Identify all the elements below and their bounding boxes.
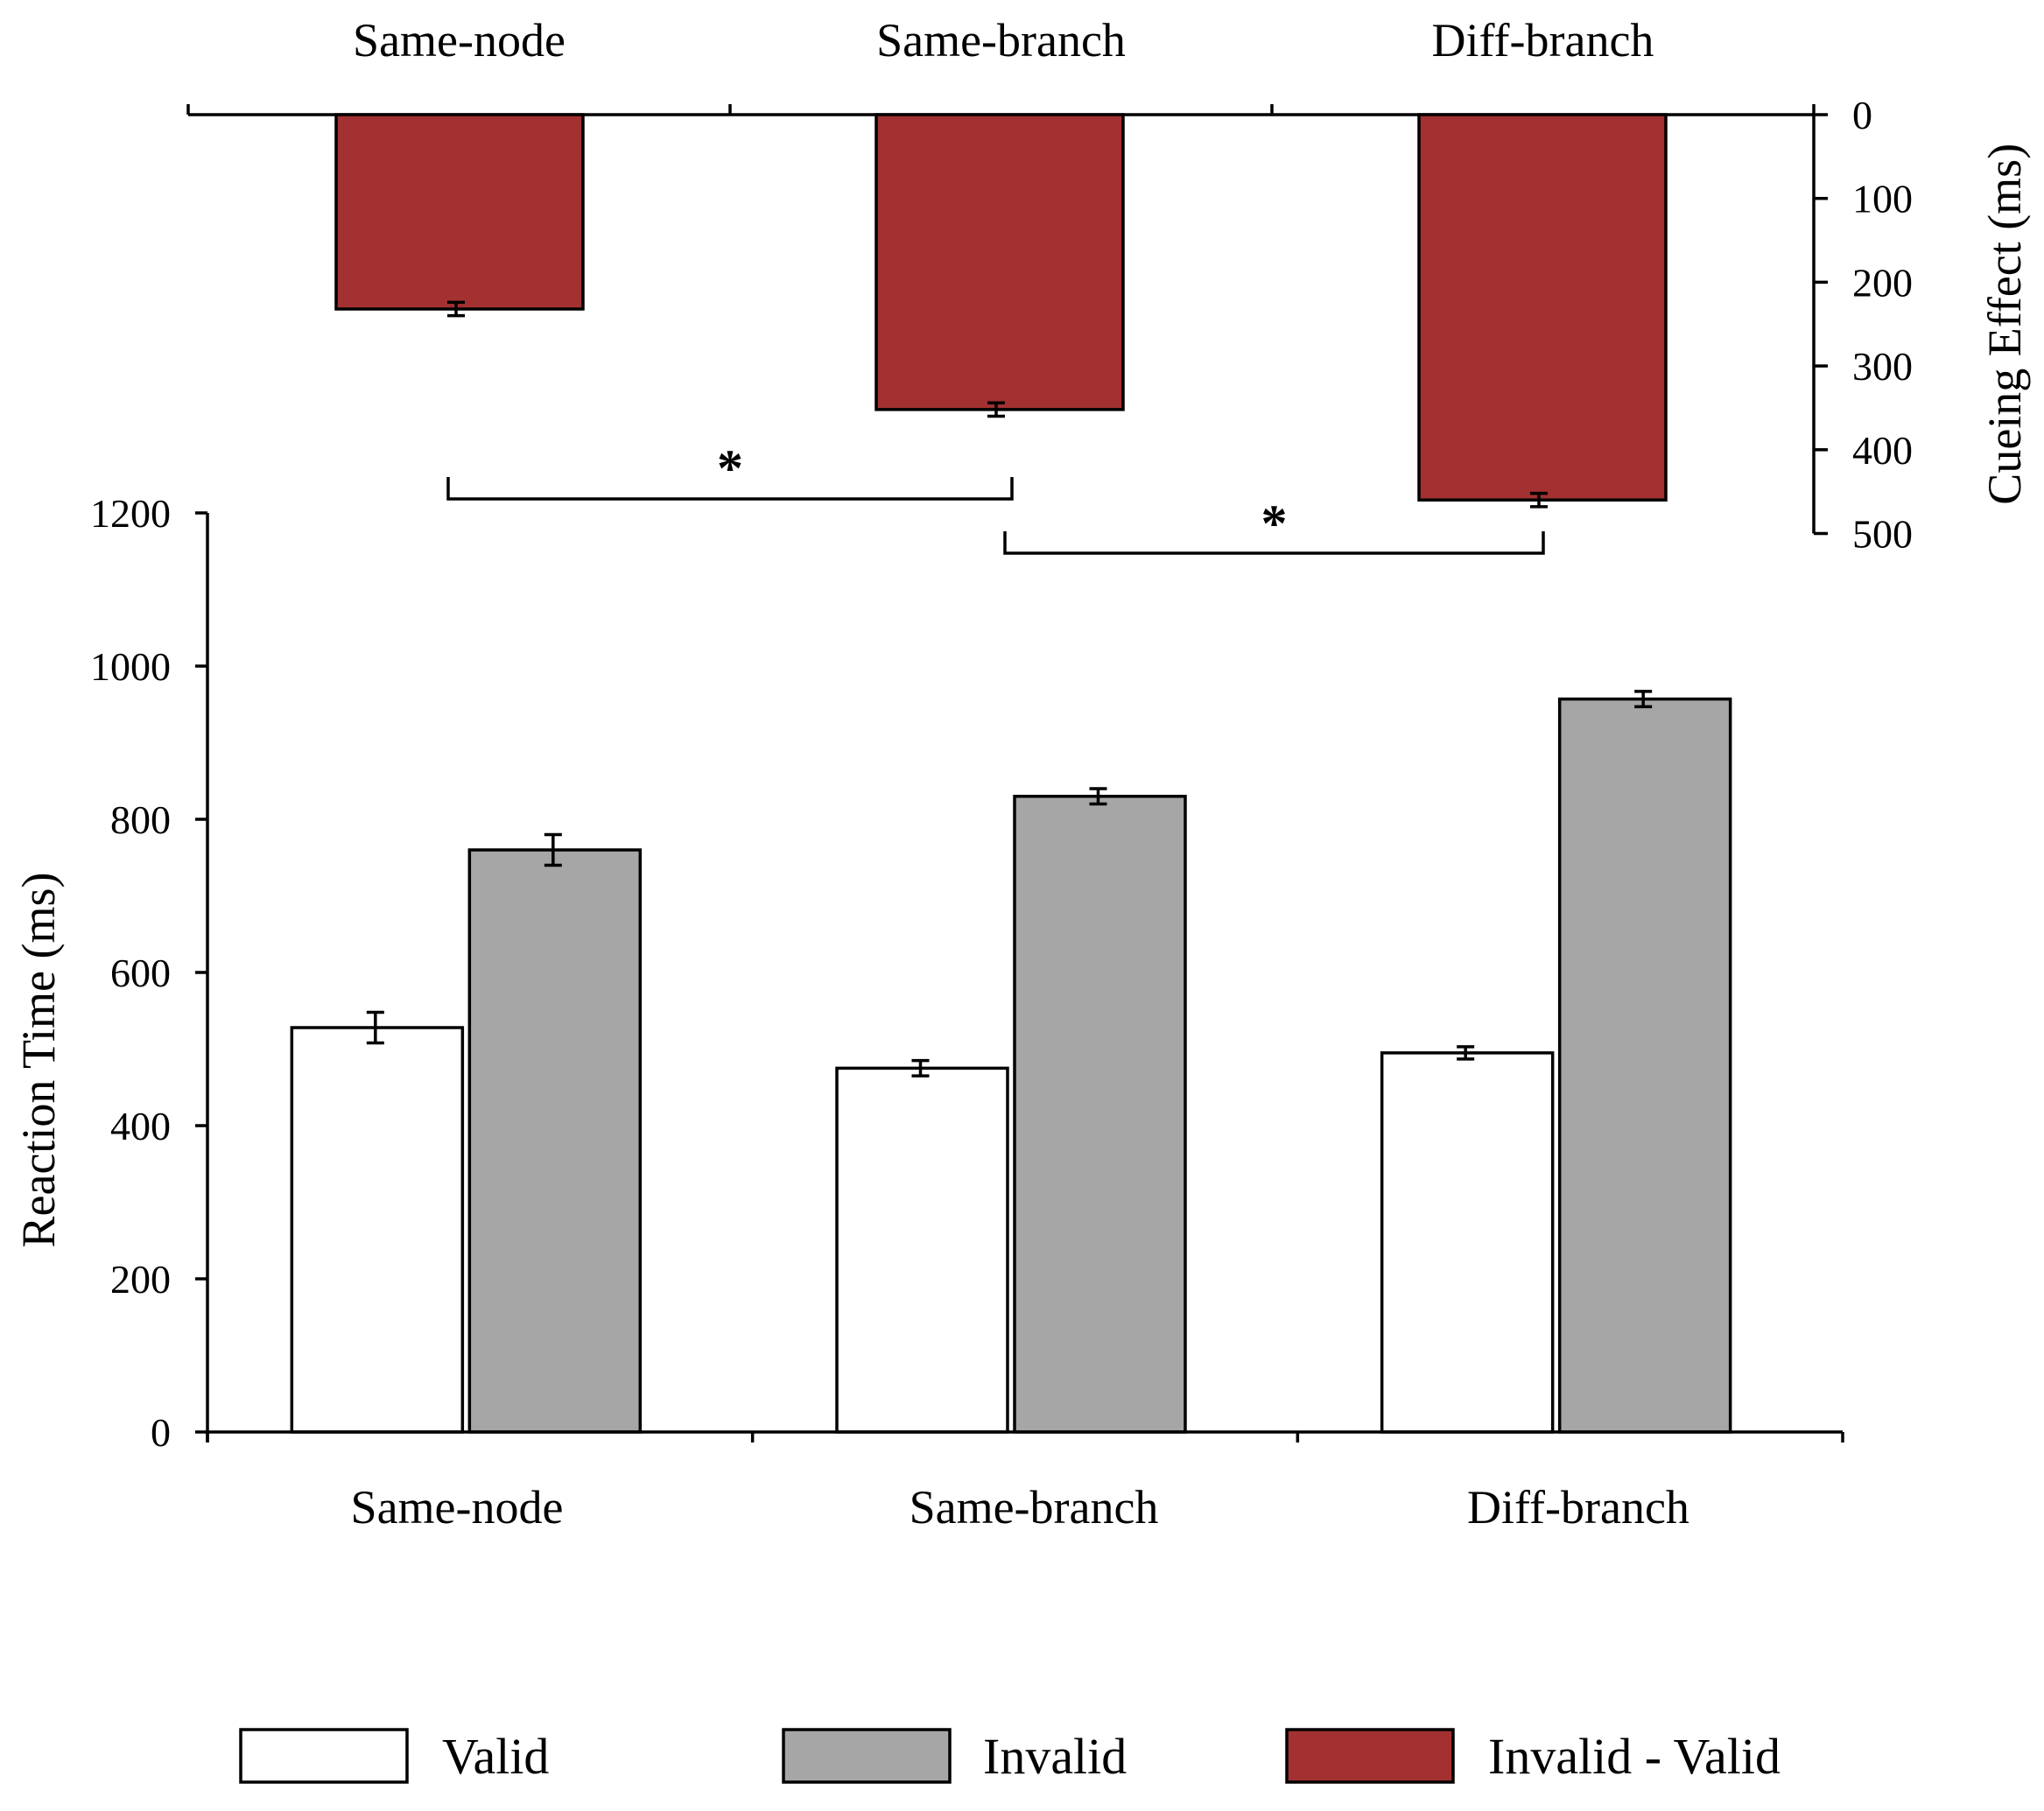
legend-swatch-valid <box>239 1728 409 1784</box>
top-y-tick-label: 400 <box>1852 428 1913 473</box>
legend-label-invalid-valid: Invalid - Valid <box>1488 1728 1781 1785</box>
rt-bar-invalid-same-branch <box>1013 795 1187 1434</box>
bottom-category-label-same-node: Same-node <box>351 1481 564 1534</box>
cueing-bar-same-node <box>334 113 585 311</box>
significance-bracket <box>1003 531 1545 555</box>
reaction-time-chart: 0 200 400 600 800 1000 1200 Reaction Time (ms) S… <box>12 491 1844 1534</box>
legend-swatch-invalid <box>782 1728 952 1784</box>
bottom-y-tick-label: 0 <box>151 1410 171 1455</box>
top-y-tick-label: 100 <box>1852 177 1913 221</box>
bottom-category-label-diff-branch: Diff-branch <box>1467 1481 1689 1534</box>
bottom-y-tick-label: 800 <box>110 797 171 842</box>
top-y-axis-title: Cueing Effect (ms) <box>1978 144 2031 505</box>
top-y-tick-label: 0 <box>1852 93 1872 137</box>
rt-bar-invalid-same-node <box>467 848 643 1434</box>
legend-swatch-invalid-valid <box>1285 1728 1455 1784</box>
legend-label-invalid: Invalid <box>983 1728 1127 1785</box>
cueing-bar-same-branch <box>874 113 1125 411</box>
bottom-y-axis-title: Reaction Time (ms) <box>12 873 65 1248</box>
legend-label-valid: Valid <box>442 1728 549 1785</box>
top-category-label-same-branch: Same-branch <box>876 14 1126 67</box>
bottom-category-label-same-branch: Same-branch <box>910 1481 1159 1534</box>
top-y-tick-label: 200 <box>1852 260 1913 305</box>
bottom-y-tick-label: 1200 <box>90 491 171 536</box>
significance-label: * <box>1261 495 1288 552</box>
bottom-y-tick-label: 400 <box>110 1104 171 1148</box>
rt-bar-valid-same-node <box>290 1026 465 1434</box>
significance-bracket <box>446 477 1014 501</box>
rt-bar-valid-same-branch <box>835 1066 1009 1434</box>
top-category-label-same-node: Same-node <box>353 14 565 67</box>
top-category-label-diff-branch: Diff-branch <box>1432 14 1654 67</box>
rt-bar-valid-diff-branch <box>1380 1051 1555 1434</box>
cueing-bar-diff-branch <box>1417 113 1668 502</box>
significance-label: * <box>717 439 743 497</box>
cueing-effect-chart: Same-node Same-branch Diff-branch 0 100 200 30… <box>186 14 2031 557</box>
legend: Valid Invalid Invalid - Valid <box>239 1728 1781 1785</box>
bottom-y-tick-label: 1000 <box>90 644 171 689</box>
significance-brackets: ** <box>446 439 1545 555</box>
top-y-tick-label: 300 <box>1852 344 1913 389</box>
bottom-y-tick-label: 600 <box>110 951 171 995</box>
top-y-tick-label: 500 <box>1852 512 1913 557</box>
rt-bar-invalid-diff-branch <box>1557 697 1732 1434</box>
bottom-y-tick-label: 200 <box>110 1257 171 1302</box>
